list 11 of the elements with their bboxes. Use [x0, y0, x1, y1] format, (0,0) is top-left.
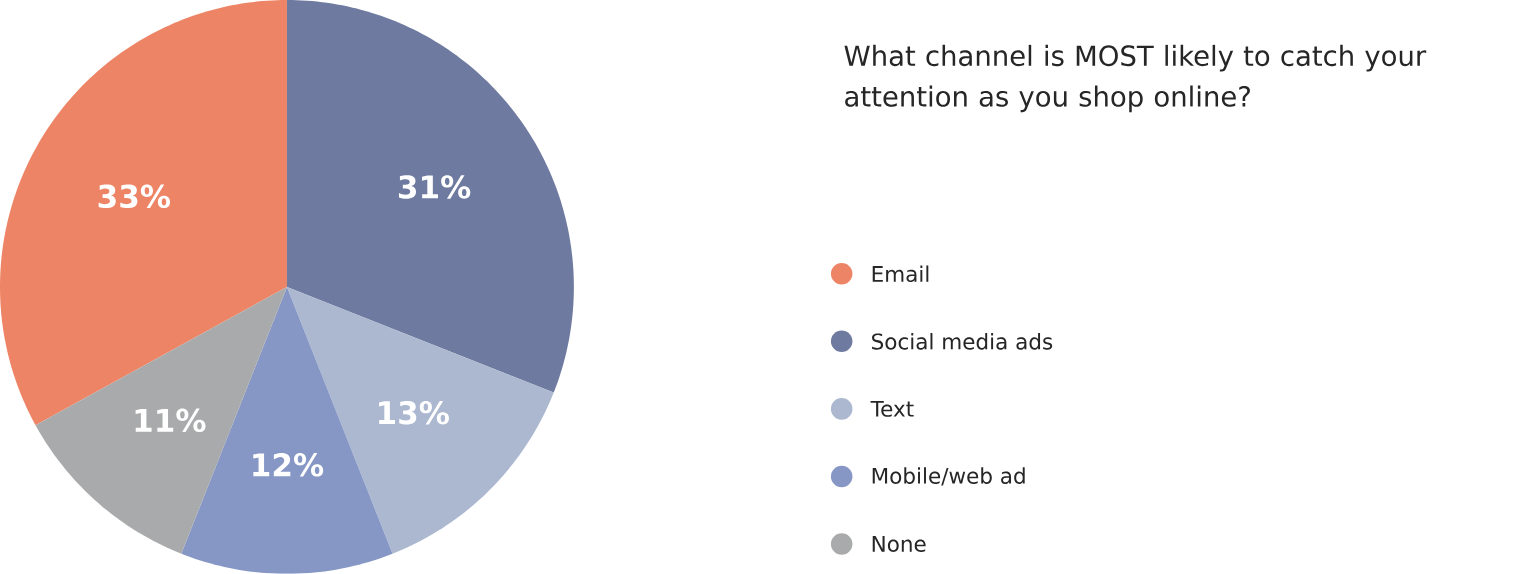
data-label: 33%	[98, 184, 171, 209]
data-label: 13%	[379, 401, 449, 425]
text: What channel is MOST likely to catch your attention as you shop online?	[844, 44, 1427, 113]
data-label: 11%	[135, 408, 206, 433]
data-label: 31%	[398, 175, 471, 199]
data-label: 12%	[253, 453, 324, 477]
legend-label: Social media ads	[872, 333, 1053, 350]
legend-label: Mobile/web ad	[872, 467, 1025, 486]
legend-label: None	[872, 536, 926, 553]
legend-label: Text	[870, 400, 914, 417]
legend-label: Email	[872, 265, 929, 283]
